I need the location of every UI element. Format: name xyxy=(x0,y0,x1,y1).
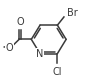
Text: N: N xyxy=(36,49,44,59)
Text: Cl: Cl xyxy=(53,67,62,77)
Text: Br: Br xyxy=(67,8,77,18)
Text: O: O xyxy=(6,43,14,53)
Text: O: O xyxy=(16,17,24,27)
